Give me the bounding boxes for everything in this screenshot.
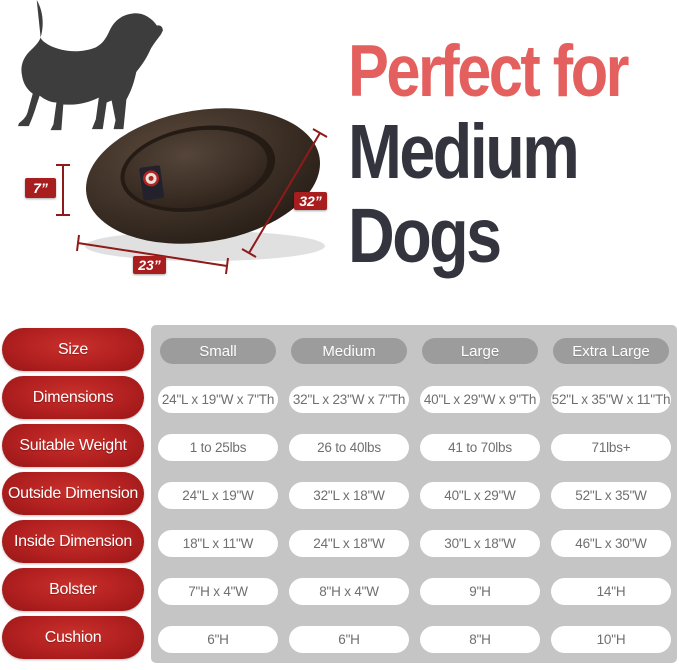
table-cell: 6"H bbox=[158, 626, 278, 653]
row-label-outside-dimension: Outside Dimension bbox=[2, 472, 144, 515]
table-cell: 32"L x 18"W bbox=[289, 482, 409, 509]
callout-width: 23” bbox=[133, 256, 166, 274]
brand-tag-icon bbox=[139, 165, 165, 201]
column-header-extra-large: Extra Large bbox=[553, 338, 669, 364]
table-cell: 24"L x 19"W bbox=[158, 482, 278, 509]
row-label-inside-dimension: Inside Dimension bbox=[2, 520, 144, 563]
table-cell: 40"L x 29"W x 9"Th bbox=[420, 386, 540, 413]
dog-bed-illustration bbox=[85, 108, 325, 261]
table-cell: 6"H bbox=[289, 626, 409, 653]
row-label-cushion: Cushion bbox=[2, 616, 144, 659]
column-header-large: Large bbox=[422, 338, 538, 364]
table-cell: 8"H x 4"W bbox=[289, 578, 409, 605]
headline-accent: Perfect for bbox=[348, 31, 629, 112]
headline-dark-line1: Medium bbox=[348, 109, 580, 195]
row-label-size: Size bbox=[2, 328, 144, 371]
table-cell: 9"H bbox=[420, 578, 540, 605]
table-cell: 40"L x 29"W bbox=[420, 482, 540, 509]
headline-dark-line2: Dogs bbox=[348, 193, 502, 279]
table-cell: 7"H x 4"W bbox=[158, 578, 278, 605]
callout-bolster-height: 7” bbox=[25, 178, 56, 198]
table-cell: 14"H bbox=[551, 578, 671, 605]
table-cell: 18"L x 11"W bbox=[158, 530, 278, 557]
row-label-dimensions: Dimensions bbox=[2, 376, 144, 419]
table-cell: 52"L x 35"W x 11"Th bbox=[551, 386, 671, 413]
table-cell: 8"H bbox=[420, 626, 540, 653]
table-cell: 10"H bbox=[551, 626, 671, 653]
column-header-medium: Medium bbox=[291, 338, 407, 364]
table-cell: 46"L x 30"W bbox=[551, 530, 671, 557]
column-header-small: Small bbox=[160, 338, 276, 364]
table-cell: 24"L x 18"W bbox=[289, 530, 409, 557]
callout-diagonal-length: 32” bbox=[294, 192, 327, 210]
row-label-suitable-weight: Suitable Weight bbox=[2, 424, 144, 467]
table-cell: 30"L x 18"W bbox=[420, 530, 540, 557]
dog-silhouette-icon bbox=[17, 0, 163, 131]
table-cell: 24"L x 19"W x 7"Th bbox=[158, 386, 278, 413]
table-cell: 1 to 25lbs bbox=[158, 434, 278, 461]
table-cell: 71lbs+ bbox=[551, 434, 671, 461]
row-label-bolster: Bolster bbox=[2, 568, 144, 611]
table-cell: 26 to 40lbs bbox=[289, 434, 409, 461]
table-cell: 41 to 70lbs bbox=[420, 434, 540, 461]
table-cell: 32"L x 23"W x 7"Th bbox=[289, 386, 409, 413]
table-cell: 52"L x 35"W bbox=[551, 482, 671, 509]
